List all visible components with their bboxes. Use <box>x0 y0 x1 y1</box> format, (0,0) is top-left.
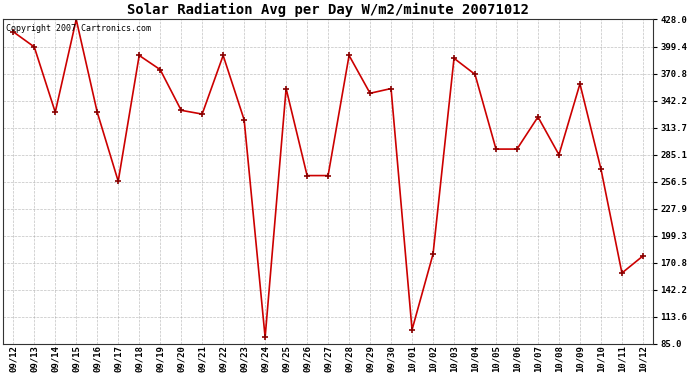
Title: Solar Radiation Avg per Day W/m2/minute 20071012: Solar Radiation Avg per Day W/m2/minute … <box>127 3 529 17</box>
Text: Copyright 2007 Cartronics.com: Copyright 2007 Cartronics.com <box>6 24 151 33</box>
